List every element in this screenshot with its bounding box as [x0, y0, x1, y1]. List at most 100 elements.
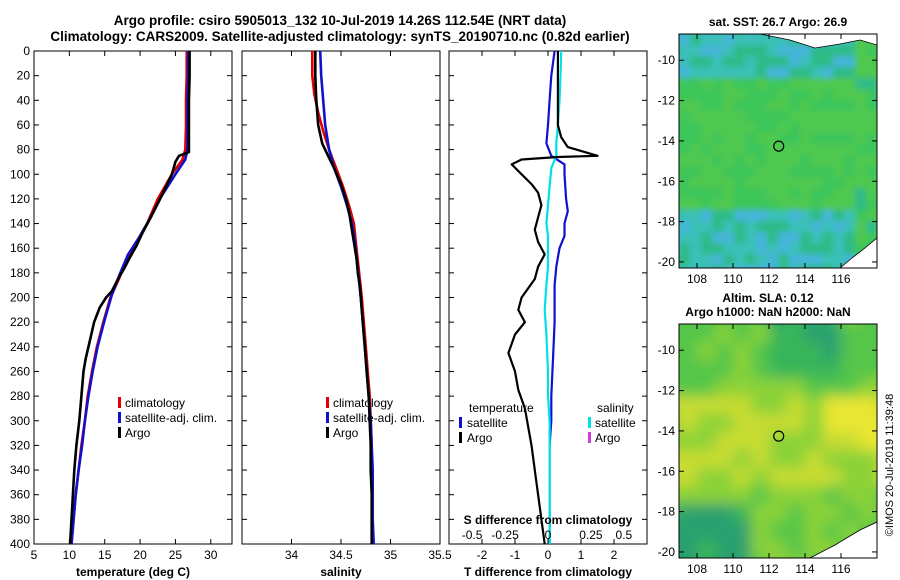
sst-map-cell [690, 155, 702, 167]
sst-map-cell [778, 199, 790, 211]
sst-map-cell [855, 56, 867, 68]
sst-map-cell [866, 133, 877, 145]
sst-map-cell [800, 243, 812, 255]
sst-map-cell [690, 177, 702, 189]
sst-map-cell [877, 243, 889, 255]
sla-map-cell [877, 306, 896, 325]
sla-map-cell [679, 522, 680, 541]
sla-map-cell [841, 486, 860, 505]
sst-map-cell [811, 67, 823, 79]
sst-map-cell [877, 144, 889, 156]
diff-legend-temp-swatch [459, 432, 462, 443]
sla-map-cell [823, 414, 842, 433]
sla-map-cell [733, 342, 752, 361]
sst-map-cell [789, 56, 801, 68]
sla-map-cell [679, 360, 680, 379]
sla-map-cell [823, 504, 842, 523]
sst-map-cell [822, 89, 834, 101]
sla-map-cell [805, 396, 824, 415]
sst-map-cell [855, 111, 867, 123]
sst-map-cell [833, 221, 845, 233]
sst-map-cell [701, 177, 713, 189]
sst-map-cell [767, 45, 779, 57]
sst-map-cell [679, 122, 680, 134]
sst-map-cell [833, 210, 845, 222]
sst-map-cell [822, 111, 834, 123]
sst-map-cell [822, 56, 834, 68]
sst-map-cell [800, 221, 812, 233]
sst-map-cell [756, 177, 768, 189]
temperature-series-group [68, 51, 191, 544]
sst-map-cell [734, 166, 746, 178]
sst-map-cell [723, 133, 735, 145]
sst-map-cell [800, 232, 812, 244]
sst-map-cell [723, 188, 735, 200]
sst-map-cell [756, 221, 768, 233]
sst-map-cell [723, 100, 735, 112]
sst-map-cell [690, 188, 702, 200]
sst-map-ytick-label: -14 [658, 134, 676, 148]
sla-map-cell [679, 396, 698, 415]
salinity-xtick-label: 35 [384, 548, 398, 562]
sst-map-cell [767, 177, 779, 189]
sst-map-cell [756, 133, 768, 145]
sst-map-cell [756, 45, 768, 57]
sst-map-cell [877, 34, 889, 46]
sst-map-cell [756, 144, 768, 156]
salinity-xtick-label: 34 [285, 548, 299, 562]
sst-map-cell [723, 111, 735, 123]
temperature-xtick-label: 20 [133, 548, 147, 562]
sla-map-cell [769, 540, 788, 558]
sst-map-cell [789, 210, 801, 222]
sst-map-cell [734, 56, 746, 68]
sla-map-cell [697, 360, 716, 379]
sst-map-cell [822, 188, 834, 200]
sla-map-cell [823, 468, 842, 487]
sst-map-cell [701, 221, 713, 233]
sst-map-cell [679, 56, 691, 68]
sst-map-cell [822, 177, 834, 189]
sla-map-cell [733, 396, 752, 415]
sla-map-cell [859, 432, 877, 451]
sst-map-cell [679, 177, 691, 189]
sla-map-cell [859, 504, 877, 523]
sst-map-cell [679, 111, 680, 123]
sst-map-cell [679, 199, 691, 211]
depth-tick-label: 280 [10, 389, 30, 403]
sst-map-cell [679, 243, 680, 255]
sla-map-cell [859, 468, 877, 487]
sla-map-cell [679, 432, 698, 451]
sla-map-cell [877, 342, 896, 361]
sst-map-cell [756, 67, 768, 79]
sst-map-cell [855, 100, 867, 112]
sst-map-cell [756, 254, 768, 266]
sst-map-cell [679, 265, 691, 268]
sla-map-cell [823, 522, 842, 541]
sst-map-cell [701, 67, 713, 79]
sst-map-cell [690, 254, 702, 266]
sst-map-cell [778, 232, 790, 244]
sst-map-cell [745, 232, 757, 244]
sst-map-cell [690, 144, 702, 156]
depth-tick-label: 260 [10, 364, 30, 378]
sst-map-cell [789, 122, 801, 134]
sst-map-cell [690, 166, 702, 178]
sst-map-cell [855, 67, 867, 79]
sst-map-cell [723, 78, 735, 90]
sla-map-cell [859, 486, 877, 505]
sst-map-cell [877, 166, 889, 178]
sst-map-cell [811, 56, 823, 68]
sst-map-cell [866, 45, 877, 57]
sla-map-cell [661, 558, 680, 577]
sla-map-cell [751, 504, 770, 523]
sst-map-cell [756, 100, 768, 112]
sst-map-cell [822, 166, 834, 178]
sst-map-cell [778, 243, 790, 255]
sst-map-cell [811, 177, 823, 189]
depth-tick-label: 140 [10, 217, 30, 231]
depth-tick-label: 160 [10, 241, 30, 255]
sla-map-cell [733, 378, 752, 397]
sla-map-ytick-label: -14 [658, 424, 676, 438]
sst-map-cell [877, 56, 889, 68]
sst-map-cell [789, 67, 801, 79]
